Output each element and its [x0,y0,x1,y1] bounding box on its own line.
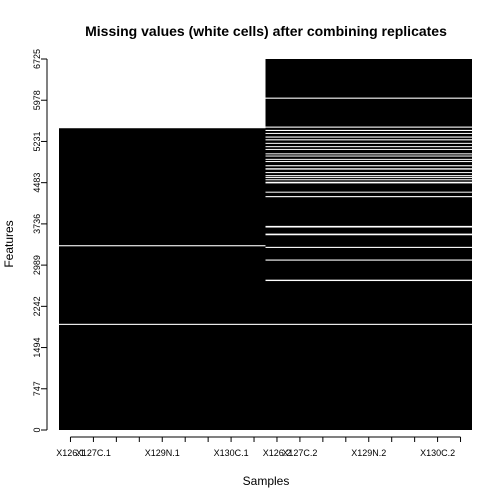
missing-stripe-replicate-2-9 [265,179,472,181]
missing-stripe-replicate-2-12 [265,172,472,174]
missing-stripe-replicate-2-11 [265,175,472,177]
missing-stripe-replicate-2-16 [265,158,472,160]
x-axis-label: Samples [243,474,290,488]
missing-stripe-replicate-2-15 [265,161,472,163]
x-tick-label: X130C.2 [420,448,455,458]
y-axis-label: Features [2,220,16,267]
missing-stripe-replicate-2-27 [265,97,472,99]
present-block-replicate-2 [265,59,472,430]
missing-stripe-replicate-2-6 [265,196,472,198]
missing-stripe-replicate-2-13 [265,168,472,170]
missing-stripe-replicate-2-5 [265,225,472,228]
missing-stripe-replicate-1-0 [59,59,266,129]
x-tick-label: X126.2 [263,448,292,458]
missing-stripe-replicate-2-22 [265,139,472,141]
missing-stripe-replicate-2-3 [265,246,472,248]
y-tick-label: 3736 [32,214,42,234]
missing-stripe-replicate-2-26 [265,126,472,128]
missing-stripe-replicate-2-2 [265,259,472,261]
plot-area [59,59,472,430]
y-tick-label: 6725 [32,49,42,69]
missing-stripe-replicate-2-18 [265,153,472,155]
x-tick-label: X129N.2 [351,448,386,458]
x-tick-label: X129N.1 [145,448,180,458]
missing-stripe-replicate-2-1 [265,279,472,282]
x-tick-label: X126.1 [56,448,85,458]
y-axis: 0 747 1494 2242 2989 3736 4483 5231 5978 6725 [32,49,48,433]
missing-stripe-replicate-2-14 [265,165,472,167]
missing-stripe-replicate-2-19 [265,148,472,150]
y-tick-label: 1494 [32,338,42,358]
missing-stripe-replicate-2-20 [265,146,472,148]
missing-stripe-replicate-2-24 [265,132,472,134]
missing-stripe-replicate-2-21 [265,142,472,144]
missing-stripe-replicate-1-1 [59,323,266,325]
x-tick-label: X130C.1 [214,448,249,458]
missing-stripe-replicate-2-0 [265,323,472,325]
y-tick-label: 5231 [32,131,42,151]
missing-stripe-replicate-2-17 [265,155,472,157]
missing-stripe-replicate-2-10 [265,177,472,179]
missing-stripe-replicate-2-7 [265,191,472,193]
missing-stripe-replicate-1-2 [59,245,266,247]
y-tick-label: 0 [32,427,42,432]
missing-stripe-replicate-2-25 [265,129,472,131]
missing-stripe-replicate-2-4 [265,233,472,236]
y-tick-label: 5978 [32,90,42,110]
y-tick-label: 4483 [32,173,42,193]
missing-stripe-replicate-2-8 [265,181,472,184]
chart-title: Missing values (white cells) after combi… [85,23,447,39]
x-tick-label: X127C.1 [76,448,111,458]
y-tick-label: 2989 [32,255,42,275]
y-tick-label: 747 [32,381,42,396]
x-tick-label: X127C.2 [282,448,317,458]
y-tick-label: 2242 [32,296,42,316]
missing-stripe-replicate-2-23 [265,136,472,138]
